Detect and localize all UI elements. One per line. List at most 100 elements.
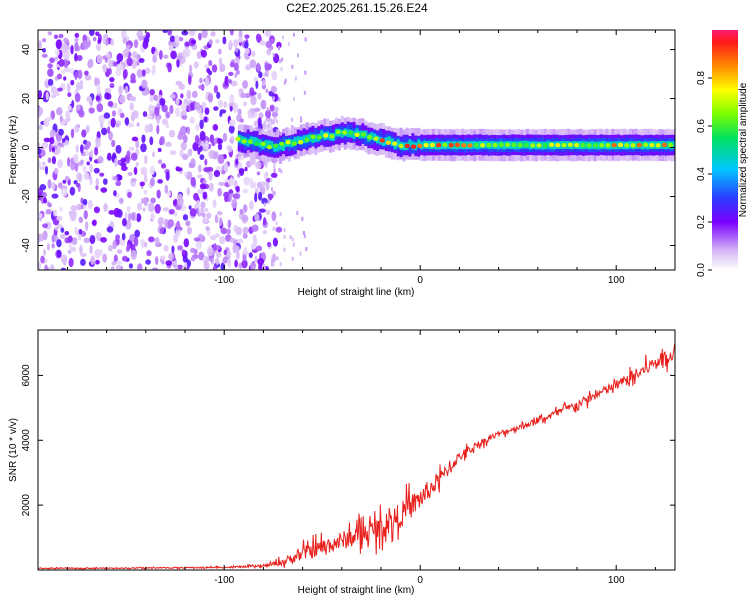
spectrogram-noise-cell	[182, 49, 189, 59]
spectrogram-ridge-cell	[496, 141, 500, 150]
spectrogram-noise-cell	[224, 75, 229, 86]
spectrogram-noise-cell	[47, 78, 54, 86]
spectrogram-noise-cell	[55, 39, 62, 50]
spectrogram-noise-cell	[289, 235, 292, 240]
spectrogram-noise-cell	[255, 161, 262, 169]
spectrogram-noise-cell	[171, 245, 175, 254]
spectrogram-noise-cell	[175, 97, 180, 106]
spectrogram-ridge-cell	[540, 141, 544, 150]
spectrogram-noise-cell	[149, 165, 155, 176]
spectrogram-noise-cell	[108, 210, 116, 215]
spectrogram-noise-cell	[219, 111, 223, 117]
spectrogram-noise-cell	[257, 117, 262, 126]
spectrogram-noise-cell	[115, 234, 121, 240]
spectrogram-noise-cell	[106, 152, 112, 161]
spectrogram-noise-cell	[104, 56, 108, 63]
spectrogram-ridge-cell	[340, 129, 344, 138]
spectrogram-noise-cell	[60, 188, 68, 197]
spectrogram-noise-cell	[138, 35, 143, 41]
spectrogram-noise-cell	[258, 112, 264, 119]
spectrogram-noise-cell	[279, 212, 282, 217]
spectrogram-noise-cell	[83, 237, 90, 244]
spectrogram-noise-cell	[51, 234, 55, 243]
spectrogram-noise-cell	[95, 31, 100, 37]
spectrogram-noise-cell	[110, 39, 115, 46]
spectrogram-noise-cell	[129, 102, 135, 111]
spectrogram-noise-cell	[79, 244, 83, 255]
spectrogram-ridge-cell	[440, 141, 444, 150]
spectrogram-noise-cell	[144, 124, 151, 133]
spectrogram-noise-cell	[45, 208, 52, 215]
spectrogram-noise-cell	[124, 212, 128, 221]
spectrogram-noise-cell	[218, 57, 223, 65]
spectrogram-noise-cell	[159, 135, 165, 146]
spectrogram-noise-cell	[102, 64, 107, 73]
spectrogram-noise-cell	[51, 193, 59, 199]
spectrogram-noise-cell	[184, 41, 190, 47]
spectrogram-noise-cell	[143, 199, 148, 207]
spectrogram-noise-cell	[46, 116, 53, 122]
spectrogram-noise-cell	[41, 191, 47, 199]
spectrogram-ridge-peak	[611, 143, 617, 148]
spectrogram-noise-cell	[89, 30, 95, 37]
spectrogram-noise-cell	[186, 89, 192, 100]
spectrogram-noise-cell	[245, 64, 252, 71]
spectrogram-noise-cell	[242, 188, 249, 194]
spectrogram-noise-cell	[115, 260, 123, 266]
spectrogram-noise-cell	[273, 116, 277, 122]
spectrogram-noise-cell	[211, 64, 218, 73]
spectrogram-noise-cell	[159, 227, 165, 234]
spectrogram-noise-cell	[91, 220, 97, 226]
spectrogram-noise-cell	[216, 91, 221, 99]
spectrogram-noise-cell	[116, 63, 124, 70]
spectrogram-noise-cell	[68, 257, 74, 268]
spectrogram-ridge-cell	[590, 141, 594, 150]
spectrogram-noise-cell	[249, 59, 257, 69]
spectrogram-ridge-peak	[235, 136, 241, 142]
spectrogram-x-label: Height of straight line (km)	[298, 287, 415, 298]
spectrogram-noise-cell	[71, 237, 78, 246]
spectrogram-noise-cell	[45, 91, 49, 101]
spectrogram-ridge-peak	[461, 143, 467, 148]
spectrogram-noise-cell	[228, 124, 235, 134]
spectrogram-ridge-peak	[354, 132, 360, 138]
spectrogram-noise-cell	[95, 138, 101, 148]
spectrogram-noise-cell	[130, 249, 137, 260]
spectrogram-noise-cell	[56, 239, 62, 248]
spectrogram-noise-cell	[240, 92, 246, 99]
spectrogram-ridge-peak	[335, 129, 341, 135]
spectrogram-noise-cell	[275, 226, 283, 233]
spectrogram-noise-cell	[233, 193, 241, 200]
spectrogram-noise-cell	[208, 171, 213, 181]
spectrogram-noise-cell	[149, 94, 154, 103]
spectrogram-noise-cell	[218, 217, 223, 227]
spectrogram-noise-cell	[230, 135, 235, 145]
spectrogram-noise-cell	[146, 114, 153, 120]
spectrogram-noise-cell	[176, 264, 184, 270]
spectrogram-noise-cell	[228, 39, 233, 50]
spectrogram-noise-cell	[170, 50, 177, 60]
spectrogram-noise-cell	[105, 38, 109, 46]
spectrogram-noise-cell	[243, 176, 251, 186]
spectrogram-noise-cell	[222, 36, 227, 45]
spectrogram-noise-cell	[38, 142, 41, 148]
spectrogram-noise-cell	[206, 212, 212, 219]
spectrogram-ridge-cell	[417, 139, 421, 148]
spectrogram-noise-cell	[278, 167, 281, 172]
spectrogram-noise-cell	[167, 219, 175, 228]
spectrogram-noise-cell	[156, 116, 160, 125]
spectrogram-x-tick-label: 100	[608, 275, 625, 286]
spectrogram-noise-cell	[59, 115, 63, 123]
spectrogram-noise-cell	[185, 220, 191, 227]
spectrogram-noise-cell	[175, 107, 181, 117]
spectrogram-noise-cell	[69, 186, 76, 196]
spectrogram-noise-cell	[87, 60, 92, 69]
spectrogram-noise-cell	[181, 249, 186, 255]
spectrogram-noise-cell	[51, 146, 55, 153]
spectrogram-noise-cell	[67, 104, 72, 111]
spectrogram-noise-cell	[168, 129, 176, 138]
snr-series-line	[38, 344, 675, 570]
spectrogram-noise-cell	[255, 33, 262, 42]
spectrogram-noise-cell	[154, 256, 159, 265]
spectrogram-noise-cell	[203, 64, 210, 69]
